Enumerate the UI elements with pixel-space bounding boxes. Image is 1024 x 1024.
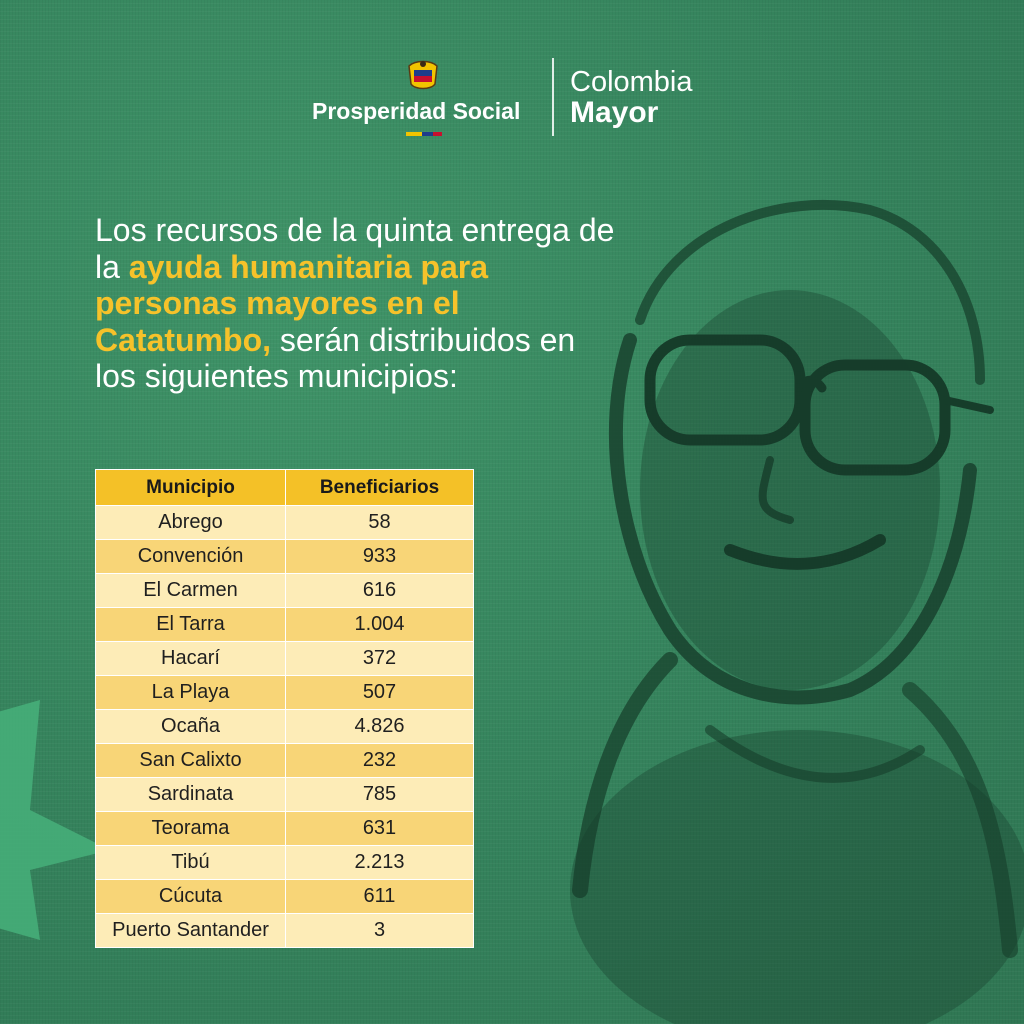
municipio-cell: Teorama [95,811,286,846]
table-row: El Tarra 1.004 [95,607,474,642]
beneficiarios-cell: 4.826 [285,709,474,744]
beneficiarios-cell: 2.213 [285,845,474,880]
beneficiarios-cell: 611 [285,879,474,914]
table-row: Tibú 2.213 [95,845,474,880]
beneficiarios-cell: 58 [285,505,474,540]
headline-part1: Los recursos de la quinta entrega de la [95,212,615,285]
table-header-row: Municipio Beneficiarios [95,469,474,506]
table-row: Abrego 58 [95,505,474,540]
municipio-cell: Puerto Santander [95,913,286,948]
beneficiarios-cell: 507 [285,675,474,710]
municipio-cell: Abrego [95,505,286,540]
beneficiarios-cell: 785 [285,777,474,812]
beneficiarios-cell: 3 [285,913,474,948]
municipio-cell: Sardinata [95,777,286,812]
municipios-table: Municipio Beneficiarios Abrego 58 Convenc… [95,469,474,948]
municipio-cell: La Playa [95,675,286,710]
coat-of-arms-icon [408,60,438,90]
headline-highlight: ayuda humanitaria para personas mayores … [95,248,489,358]
table-row: El Carmen 616 [95,573,474,608]
header-logos: Prosperidad Social Colombia Mayor [300,56,730,146]
table-row: San Calixto 232 [95,743,474,778]
header-beneficiarios: Beneficiarios [285,469,474,506]
colombia-mayor-line1: Colombia [570,66,693,98]
prosperidad-social-logo: Prosperidad Social [300,56,550,146]
headline-part2: serán distribuidos en los siguientes mun… [95,321,576,395]
header-municipio: Municipio [95,469,286,506]
table-row: La Playa 507 [95,675,474,710]
municipio-cell: El Carmen [95,573,286,608]
municipio-cell: San Calixto [95,743,286,778]
logo-divider [552,58,554,136]
municipio-cell: El Tarra [95,607,286,642]
municipio-cell: Hacarí [95,641,286,676]
beneficiarios-cell: 232 [285,743,474,778]
municipio-cell: Ocaña [95,709,286,744]
table-row: Sardinata 785 [95,777,474,812]
beneficiarios-cell: 616 [285,573,474,608]
table-row: Cúcuta 611 [95,879,474,914]
municipio-cell: Cúcuta [95,879,286,914]
table-row: Teorama 631 [95,811,474,846]
beneficiarios-cell: 372 [285,641,474,676]
beneficiarios-cell: 1.004 [285,607,474,642]
table-row: Ocaña 4.826 [95,709,474,744]
headline: Los recursos de la quinta entrega de la … [95,212,615,395]
municipio-cell: Tibú [95,845,286,880]
prosperidad-social-text: Prosperidad Social [312,98,521,124]
table-row: Hacarí 372 [95,641,474,676]
table-row: Convención 933 [95,539,474,574]
beneficiarios-cell: 933 [285,539,474,574]
table-row: Puerto Santander 3 [95,913,474,948]
flag-bar [406,132,442,136]
colombia-mayor-line2: Mayor [570,96,659,129]
beneficiarios-cell: 631 [285,811,474,846]
elderly-woman-portrait [570,199,1024,1024]
municipio-cell: Convención [95,539,286,574]
star-shape-icon [0,700,110,940]
